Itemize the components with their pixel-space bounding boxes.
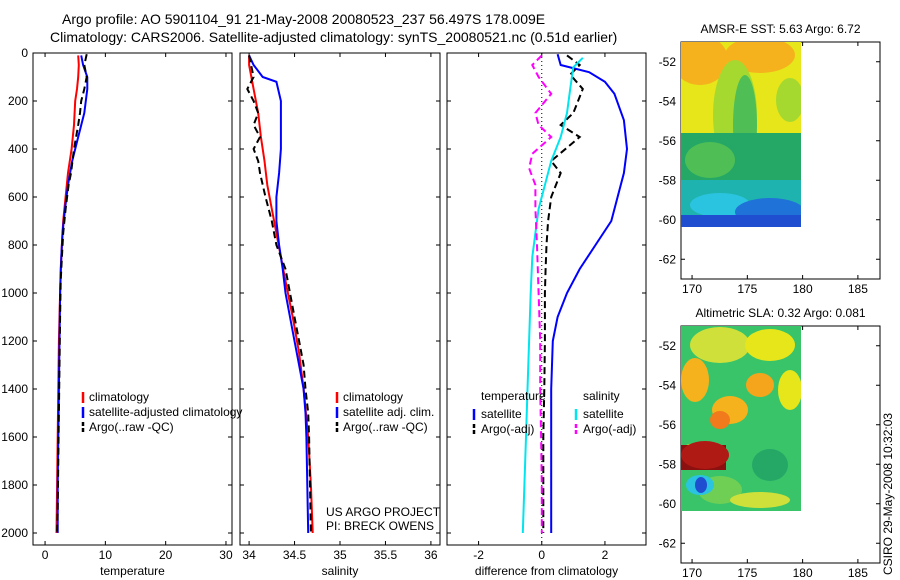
legend-label: Argo(-adj) — [583, 422, 636, 436]
x-tick-label: 34.5 — [283, 548, 307, 562]
figure-title-line-2: Climatology: CARS2006. Satellite-adjuste… — [50, 29, 617, 45]
y-tick-label: 600 — [8, 190, 28, 204]
x-tick-label: 10 — [99, 548, 113, 562]
x-tick-label: 175 — [737, 566, 757, 580]
x-tick-label: 0 — [42, 548, 49, 562]
profile-panel-2: 34 34.5 35 35.5 36 salinity climatologysatelli… — [239, 52, 441, 578]
legend-label: Argo(..raw -QC) — [343, 420, 428, 434]
temperature-satellite-line — [550, 53, 629, 533]
y-tick-label: 1600 — [1, 430, 28, 444]
satellite-adj-clim--line — [248, 54, 310, 534]
x-tick-label: 34 — [242, 548, 256, 562]
x-axis-label: temperature — [100, 564, 165, 578]
timestamp-label: CSIRO 29-May-2008 10:32:03 — [881, 413, 895, 575]
x-tick-label: 180 — [793, 566, 813, 580]
argo-raw-qc--line — [246, 55, 312, 534]
y-tick-label: -56 — [659, 418, 677, 432]
map-title: AMSR-E SST: 5.63 Argo: 6.72 — [700, 22, 860, 36]
x-tick-label: 170 — [682, 282, 702, 296]
y-tick-label: -58 — [659, 173, 677, 187]
y-tick-label: 200 — [8, 94, 28, 108]
legend-label: Argo(..raw -QC) — [89, 420, 174, 434]
x-tick-label: 0 — [538, 548, 545, 562]
y-tick-label: 1800 — [1, 478, 28, 492]
x-tick-label: 30 — [219, 548, 233, 562]
legend-label: climatology — [343, 390, 403, 404]
x-tick-label: -2 — [473, 548, 484, 562]
y-tick-label: 2000 — [1, 526, 28, 540]
x-tick-label: 185 — [848, 282, 868, 296]
salinity-argo-adj--line — [528, 54, 553, 533]
legend-label: climatology — [89, 390, 149, 404]
figure-title-line-1: Argo profile: AO 5901104_91 21-May-2008 … — [62, 11, 545, 27]
legend-label: Argo(-adj) — [481, 422, 534, 436]
y-tick-label: -60 — [659, 497, 677, 511]
profile-panel-3: -2 0 2 difference from climatology temperatu… — [446, 52, 647, 578]
y-tick-label: 0 — [21, 46, 28, 60]
sst-map-image — [681, 42, 801, 227]
sla-map-panel: Altimetric SLA: 0.32 Argo: 0.081 170 175 18… — [659, 306, 881, 580]
legend-group-title: salinity — [583, 389, 620, 403]
plot-frame — [32, 52, 233, 546]
x-tick-label: 20 — [159, 548, 173, 562]
y-tick-label: -52 — [659, 55, 677, 69]
x-tick-label: 180 — [793, 282, 813, 296]
y-tick-label: 1400 — [1, 382, 28, 396]
y-tick-label: -52 — [659, 339, 677, 353]
y-tick-label: -62 — [659, 252, 677, 266]
y-tick-label: -54 — [659, 94, 677, 108]
y-tick-label: 1200 — [1, 334, 28, 348]
x-tick-label: 170 — [682, 566, 702, 580]
y-tick-label: 800 — [8, 238, 28, 252]
x-tick-label: 35 — [333, 548, 347, 562]
argo-raw-qc--line — [56, 53, 88, 534]
y-tick-label: 400 — [8, 142, 28, 156]
plot-frame — [446, 52, 647, 546]
legend-label: satellite-adjusted climatology — [89, 405, 242, 419]
x-axis-label: difference from climatology — [475, 564, 618, 578]
y-tick-label: -58 — [659, 457, 677, 471]
y-tick-label: -56 — [659, 134, 677, 148]
x-tick-label: 185 — [848, 566, 868, 580]
y-tick-label: 1000 — [1, 286, 28, 300]
x-tick-label: 35.5 — [374, 548, 398, 562]
temperature-argo-adj--line — [542, 54, 584, 533]
profile-panel-1: 0 10 20 30 0 200 400 600 800 1000 1200 1400 1600 1800… — [1, 46, 242, 578]
map-title: Altimetric SLA: 0.32 Argo: 0.081 — [695, 306, 865, 320]
legend-label: satellite — [481, 407, 522, 421]
salinity-satellite-line — [521, 57, 584, 534]
y-tick-label: -60 — [659, 213, 677, 227]
legend-group-title: temperature — [481, 389, 546, 403]
credit-line-2: PI: BRECK OWENS — [326, 519, 434, 533]
x-tick-label: 175 — [737, 282, 757, 296]
sla-map-image — [681, 326, 801, 511]
y-tick-label: -62 — [659, 536, 677, 550]
credit-line-1: US ARGO PROJECT — [326, 505, 441, 519]
legend-label: satellite — [583, 407, 624, 421]
y-tick-label: -54 — [659, 378, 677, 392]
x-tick-label: 36 — [424, 548, 438, 562]
x-tick-label: 2 — [602, 548, 609, 562]
satellite-adjusted-climatology-line — [56, 55, 89, 533]
x-axis-label: salinity — [322, 564, 359, 578]
plot-frame — [239, 52, 441, 546]
legend-label: satellite adj. clim. — [343, 405, 434, 419]
